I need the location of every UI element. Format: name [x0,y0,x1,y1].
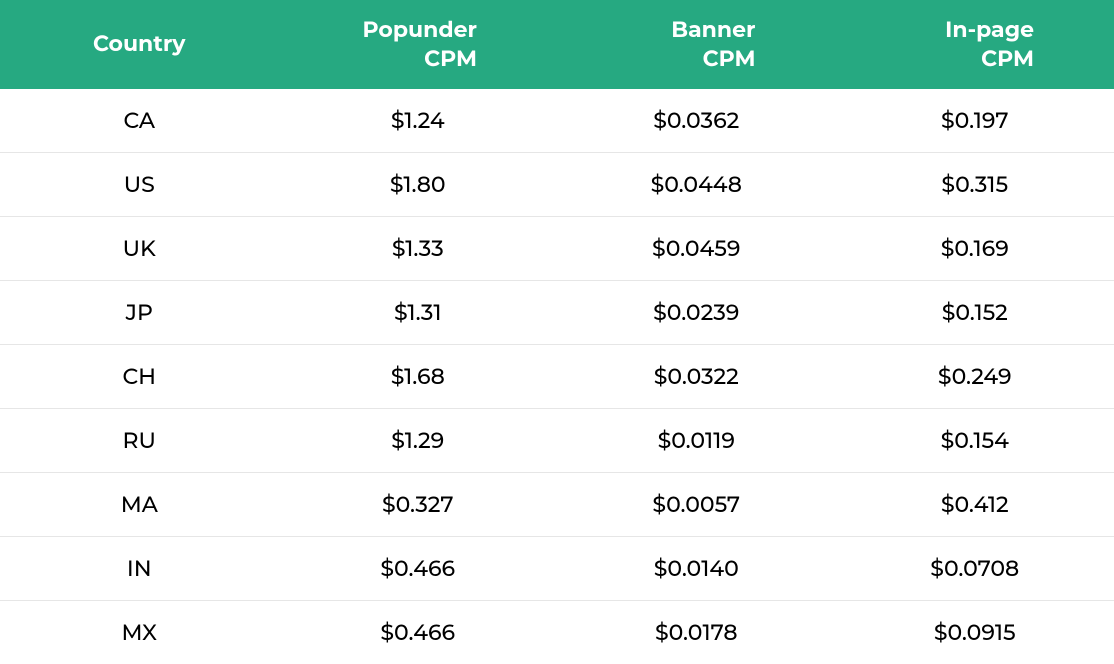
cell-country: US [0,153,279,217]
table-row: US $1.80 $0.0448 $0.315 [0,153,1114,217]
col-header-label: Country [93,30,185,57]
col-header-label-line2: CPM [424,45,477,72]
cell-banner: $0.0448 [557,153,836,217]
col-header-inpage: In-page CPM [836,0,1114,89]
col-header-banner: Banner CPM [557,0,836,89]
cell-country: MA [0,473,279,537]
cell-inpage: $0.197 [836,89,1114,153]
cell-country: CH [0,345,279,409]
cell-popunder: $0.466 [279,601,558,664]
cell-banner: $0.0057 [557,473,836,537]
cell-inpage: $0.315 [836,153,1114,217]
cell-popunder: $1.29 [279,409,558,473]
cell-country: RU [0,409,279,473]
cell-banner: $0.0140 [557,537,836,601]
col-header-label-line1: Popunder [363,16,477,43]
cell-inpage: $0.152 [836,281,1114,345]
cell-inpage: $0.0708 [836,537,1114,601]
cell-popunder: $0.466 [279,537,558,601]
cell-popunder: $1.31 [279,281,558,345]
table-row: MX $0.466 $0.0178 $0.0915 [0,601,1114,664]
cell-popunder: $1.80 [279,153,558,217]
table-row: JP $1.31 $0.0239 $0.152 [0,281,1114,345]
cell-banner: $0.0119 [557,409,836,473]
cell-inpage: $0.412 [836,473,1114,537]
col-header-label-line2: CPM [703,45,756,72]
col-header-label-line1: Banner [671,16,755,43]
cell-inpage: $0.169 [836,217,1114,281]
cell-country: MX [0,601,279,664]
cell-banner: $0.0322 [557,345,836,409]
table-row: MA $0.327 $0.0057 $0.412 [0,473,1114,537]
table-header: Country Popunder CPM Banner CPM In-page … [0,0,1114,89]
cell-country: JP [0,281,279,345]
table-row: IN $0.466 $0.0140 $0.0708 [0,537,1114,601]
col-header-label-line2: CPM [981,45,1034,72]
col-header-country: Country [0,0,279,89]
cell-inpage: $0.154 [836,409,1114,473]
col-header-label-line1: In-page [945,16,1034,43]
cell-popunder: $1.33 [279,217,558,281]
cell-country: UK [0,217,279,281]
cell-banner: $0.0362 [557,89,836,153]
cell-inpage: $0.0915 [836,601,1114,664]
cpm-table: Country Popunder CPM Banner CPM In-page … [0,0,1114,664]
cell-popunder: $1.24 [279,89,558,153]
table-row: RU $1.29 $0.0119 $0.154 [0,409,1114,473]
cell-country: CA [0,89,279,153]
cell-banner: $0.0178 [557,601,836,664]
table-row: UK $1.33 $0.0459 $0.169 [0,217,1114,281]
cell-banner: $0.0459 [557,217,836,281]
cell-popunder: $1.68 [279,345,558,409]
table-row: CA $1.24 $0.0362 $0.197 [0,89,1114,153]
cell-country: IN [0,537,279,601]
cell-popunder: $0.327 [279,473,558,537]
cell-inpage: $0.249 [836,345,1114,409]
table-row: CH $1.68 $0.0322 $0.249 [0,345,1114,409]
col-header-popunder: Popunder CPM [279,0,558,89]
table-body: CA $1.24 $0.0362 $0.197 US $1.80 $0.0448… [0,89,1114,664]
cell-banner: $0.0239 [557,281,836,345]
